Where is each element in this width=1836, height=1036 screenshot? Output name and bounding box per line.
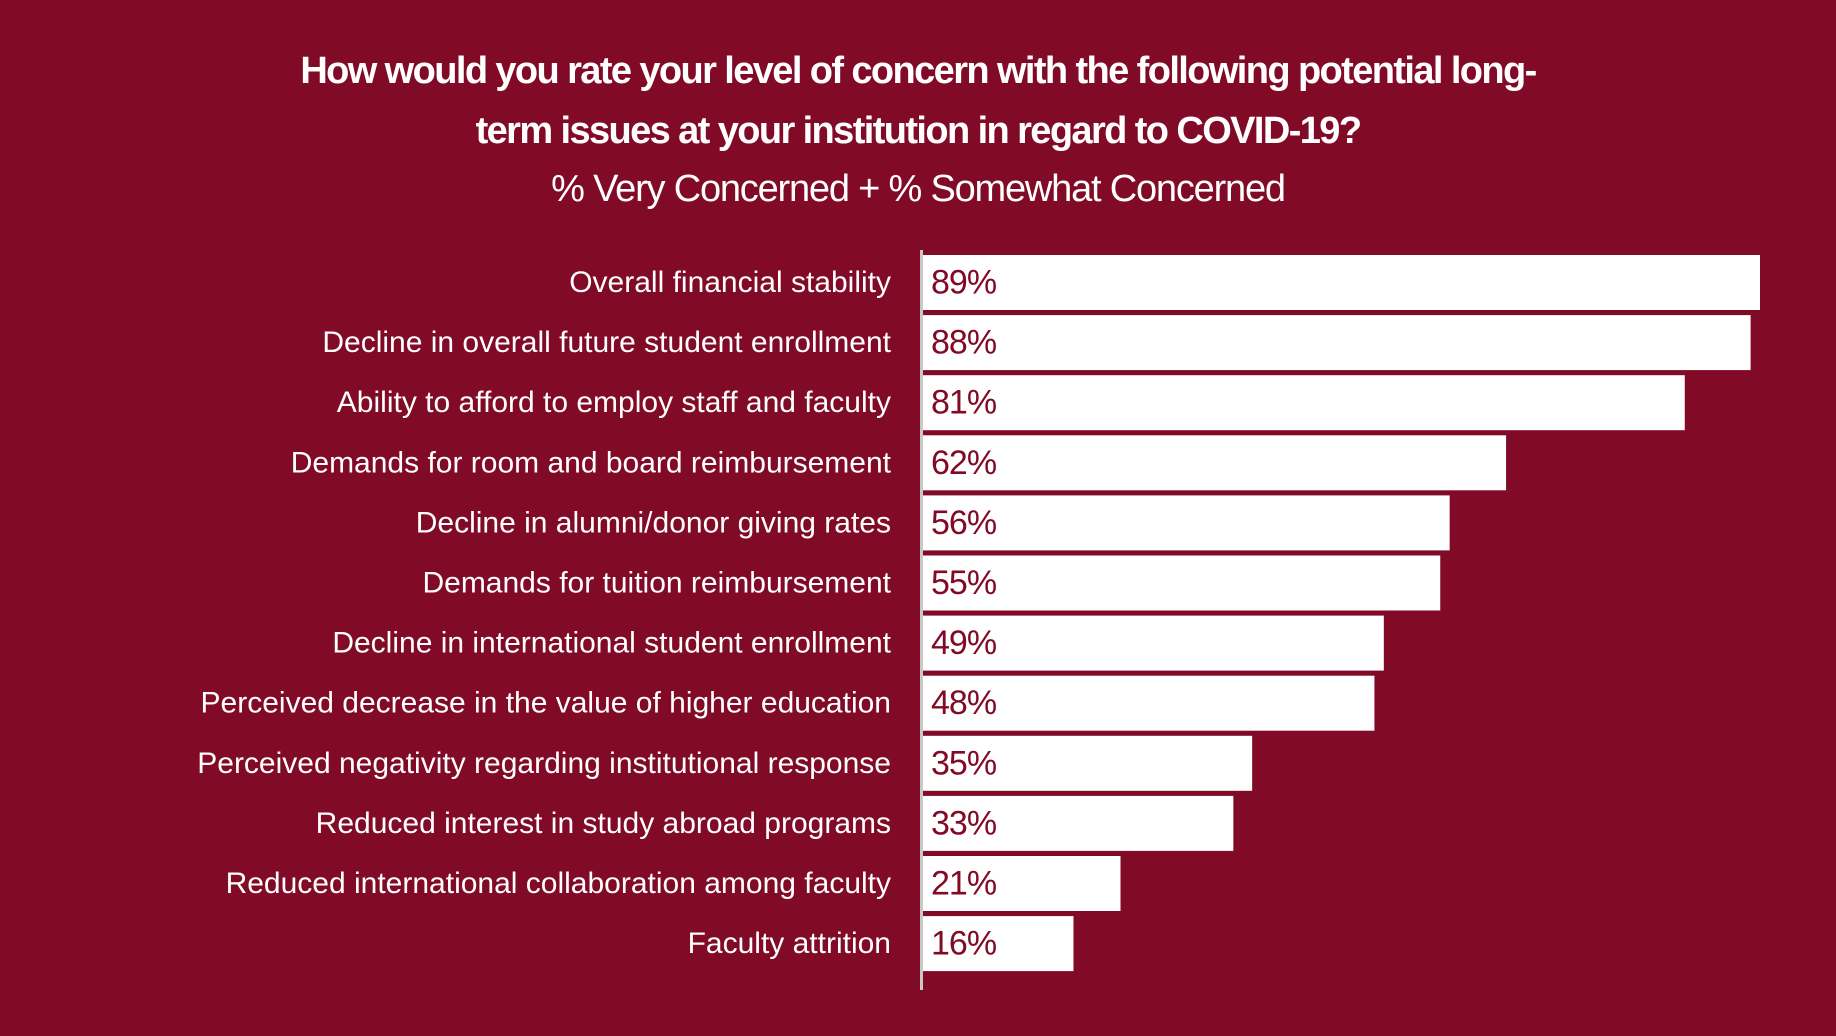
category-label-3: Ability to afford to employ staff and fa…	[337, 386, 891, 419]
category-label-1: Overall financial stability	[569, 266, 891, 299]
bar-value-label-8: 48%	[931, 684, 997, 722]
category-label-10: Reduced interest in study abroad program…	[316, 807, 891, 840]
category-label-5: Decline in alumni/donor giving rates	[416, 506, 891, 539]
category-label-7: Decline in international student enrollm…	[332, 627, 891, 660]
bar-value-label-6: 55%	[931, 564, 997, 602]
bar-value-label-10: 33%	[931, 804, 997, 842]
bar-7	[923, 615, 1384, 671]
bar-value-label-1: 89%	[931, 264, 997, 302]
category-label-8: Perceived decrease in the value of highe…	[201, 687, 891, 720]
category-labels-layer: Overall financial stability Decline in ov…	[197, 266, 891, 960]
bar-value-label-3: 81%	[931, 384, 997, 422]
bar-12	[923, 916, 1074, 972]
bar-value-label-12: 16%	[931, 925, 997, 963]
bar-10	[923, 795, 1234, 851]
bars-layer: 89% 88% 81% 62% 56% 55% 49% 48% 35% 33% 21% 16%	[923, 255, 1760, 972]
bar-value-label-9: 35%	[931, 744, 997, 782]
bar-value-label-4: 62%	[931, 444, 997, 482]
bar-8	[923, 675, 1375, 731]
category-label-11: Reduced international collaboration amon…	[226, 867, 891, 900]
chart-title-line-2: term issues at your institution in regar…	[475, 110, 1362, 152]
bar-value-label-11: 21%	[931, 865, 997, 903]
bar-9	[923, 735, 1253, 791]
bar-5	[923, 495, 1450, 551]
bar-6	[923, 555, 1441, 611]
bar-3	[923, 375, 1685, 431]
bar-1	[923, 255, 1760, 310]
category-label-4: Demands for room and board reimbursement	[291, 446, 892, 479]
category-label-12: Faculty attrition	[688, 927, 891, 960]
chart-title-line-1: How would you rate your level of concern…	[300, 50, 1537, 92]
category-label-6: Demands for tuition reimbursement	[422, 567, 891, 600]
bar-2	[923, 315, 1751, 371]
bar-value-label-7: 49%	[931, 624, 997, 662]
bar-4	[923, 435, 1507, 491]
bar-value-label-2: 88%	[931, 324, 997, 362]
chart-subtitle: % Very Concerned + % Somewhat Concerned	[551, 168, 1286, 210]
category-label-2: Decline in overall future student enroll…	[322, 326, 891, 359]
category-label-9: Perceived negativity regarding instituti…	[197, 747, 891, 780]
bar-11	[923, 856, 1121, 911]
bar-value-label-5: 56%	[931, 504, 997, 542]
